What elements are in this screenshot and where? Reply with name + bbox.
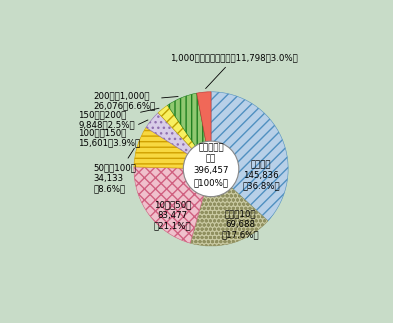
Wedge shape xyxy=(167,93,211,169)
Wedge shape xyxy=(197,92,211,169)
Text: 50倍〜100倍
34,133
（8.6%）: 50倍〜100倍 34,133 （8.6%） xyxy=(94,148,137,193)
Text: ５倍以下
145,836
（36.8%）: ５倍以下 145,836 （36.8%） xyxy=(242,160,280,190)
Wedge shape xyxy=(158,105,211,169)
Text: 1,000倍を超えるもの　11,798（3.0%）: 1,000倍を超えるもの 11,798（3.0%） xyxy=(170,54,298,89)
Wedge shape xyxy=(211,92,288,221)
Wedge shape xyxy=(146,113,211,169)
Text: 200倍〜1,000倍
26,076（6.6%）: 200倍〜1,000倍 26,076（6.6%） xyxy=(94,91,178,111)
Text: ５倍〜10倍
69,688
（17.6%）: ５倍〜10倍 69,688 （17.6%） xyxy=(222,210,259,239)
Text: 10倍〜50倍
83,477
（21.1%）: 10倍〜50倍 83,477 （21.1%） xyxy=(154,200,191,230)
Wedge shape xyxy=(190,169,268,246)
Text: 100倍〜150倍
15,601（3.9%）: 100倍〜150倍 15,601（3.9%） xyxy=(79,120,148,148)
Text: 150倍〜200倍
9,848（2.5%）: 150倍〜200倍 9,848（2.5%） xyxy=(79,108,159,129)
Wedge shape xyxy=(134,128,211,169)
Wedge shape xyxy=(134,167,211,243)
Circle shape xyxy=(183,141,239,197)
Text: 危険物施設
総数
396,457
（100%）: 危険物施設 総数 396,457 （100%） xyxy=(193,143,229,187)
